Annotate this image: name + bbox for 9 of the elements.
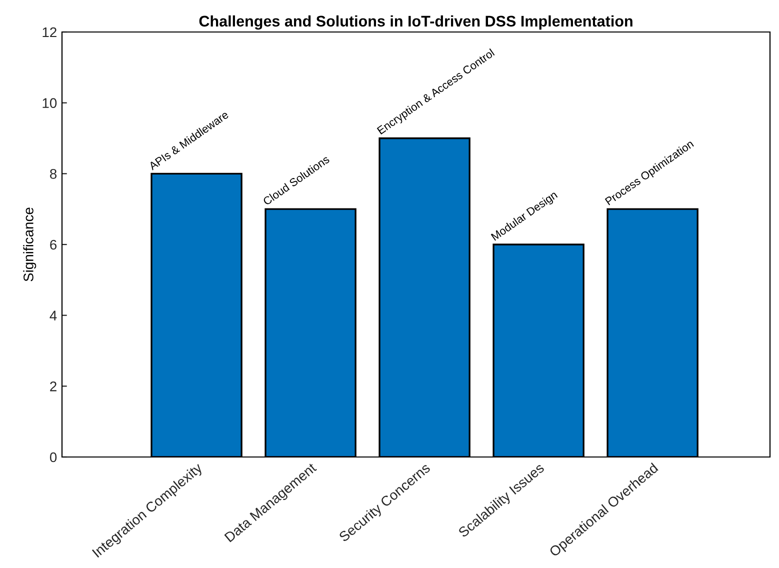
y-tick-label: 4 [50, 310, 57, 320]
chart-title: Challenges and Solutions in IoT-driven DSS Implementation [199, 15, 632, 30]
y-axis-title: Significance [23, 208, 36, 282]
y-tick-label: 6 [50, 240, 57, 250]
y-tick-label: 12 [42, 27, 56, 38]
y-tick-label: 0 [50, 452, 57, 462]
y-tick-label: 2 [50, 382, 56, 392]
y-tick-label: 8 [50, 169, 57, 179]
y-tick-label: 10 [42, 98, 57, 108]
